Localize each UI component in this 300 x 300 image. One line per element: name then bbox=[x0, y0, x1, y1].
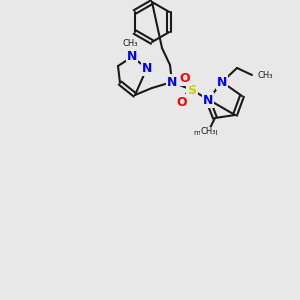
Text: CH₃: CH₃ bbox=[200, 128, 216, 136]
Text: S: S bbox=[188, 83, 196, 97]
Text: N: N bbox=[127, 50, 137, 64]
Text: O: O bbox=[180, 71, 190, 85]
Text: N: N bbox=[142, 61, 152, 74]
Text: O: O bbox=[177, 95, 187, 109]
Text: CH₃: CH₃ bbox=[122, 40, 138, 49]
Text: methyl: methyl bbox=[194, 130, 218, 136]
Text: N: N bbox=[203, 94, 213, 106]
Text: CH₃: CH₃ bbox=[258, 70, 274, 80]
Text: N: N bbox=[167, 76, 177, 88]
Text: N: N bbox=[217, 76, 227, 88]
